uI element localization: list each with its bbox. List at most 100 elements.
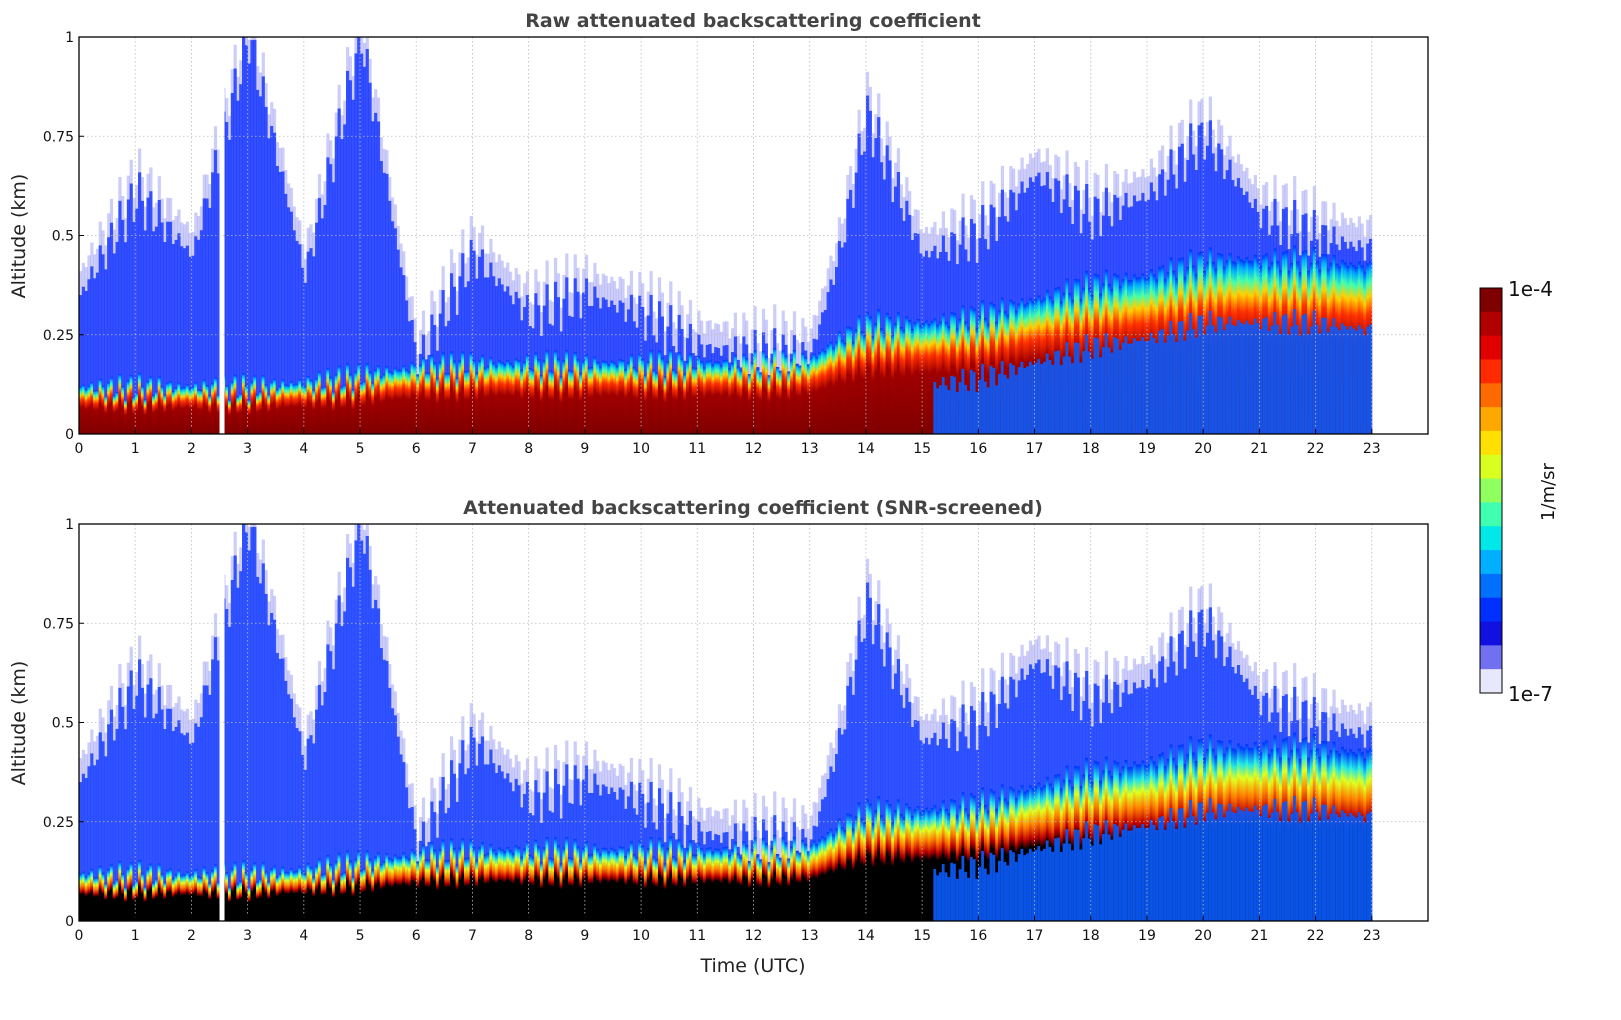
aerosol-column: [1256, 698, 1260, 763]
aerosol-column: [135, 695, 139, 896]
boundary-layer-column: [348, 860, 353, 921]
data-gap: [219, 524, 225, 921]
aerosol-fringe: [438, 289, 442, 314]
aerosol-column: [635, 327, 639, 386]
aerosol-column: [180, 246, 184, 404]
mixed-layer-column: [1363, 335, 1367, 434]
aerosol-column: [1222, 666, 1227, 770]
mixed-layer-column: [1155, 830, 1159, 921]
mixed-layer-column: [998, 860, 1002, 921]
aerosol-column: [1262, 695, 1266, 759]
boundary-layer-column: [910, 816, 915, 921]
aerosol-fringe: [1326, 230, 1331, 255]
aerosol-fringe: [464, 750, 468, 775]
aerosol-fringe: [261, 52, 265, 77]
aerosol-column: [1155, 200, 1159, 296]
aerosol-column: [225, 122, 229, 402]
aerosol-fringe: [1149, 158, 1153, 183]
aerosol-fringe: [1273, 662, 1277, 686]
aerosol-fringe: [489, 238, 493, 263]
aerosol-column: [1332, 713, 1336, 758]
aerosol-fringe: [702, 820, 707, 845]
aerosol-column: [230, 579, 234, 885]
aerosol-column: [975, 749, 979, 832]
boundary-layer-column: [669, 836, 673, 921]
boundary-layer-column: [711, 364, 715, 434]
boundary-layer-column: [244, 385, 249, 434]
aerosol-column: [1101, 215, 1106, 300]
aerosol-column: [913, 233, 917, 339]
aerosol-fringe: [1144, 664, 1148, 689]
aerosol-column: [331, 182, 336, 408]
aerosol-column: [1186, 647, 1190, 770]
aerosol-column: [955, 264, 960, 345]
aerosol-column: [413, 829, 417, 868]
aerosol-column: [194, 236, 198, 399]
aerosol-column: [1290, 234, 1294, 279]
boundary-layer-column: [258, 878, 263, 921]
mixed-layer-column: [1099, 844, 1103, 921]
aerosol-fringe: [1079, 209, 1083, 234]
aerosol-fringe: [382, 148, 386, 173]
aerosol-fringe: [559, 794, 563, 819]
aerosol-column: [627, 309, 631, 379]
aerosol-column: [1321, 224, 1325, 270]
aerosol-column: [118, 200, 122, 390]
aerosol-fringe: [556, 760, 560, 785]
aerosol-column: [390, 708, 395, 876]
aerosol-column: [1082, 213, 1086, 304]
aerosol-fringe: [686, 314, 690, 339]
aerosol-column: [1264, 692, 1269, 757]
aerosol-fringe: [1149, 645, 1153, 670]
aerosol-fringe: [767, 358, 771, 382]
aerosol-fringe: [469, 216, 473, 240]
aerosol-fringe: [225, 98, 229, 123]
mixed-layer-column: [1166, 335, 1170, 434]
boundary-layer-column: [795, 364, 799, 434]
aerosol-column: [601, 297, 605, 377]
aerosol-fringe: [1009, 165, 1013, 190]
mixed-layer-column: [1132, 825, 1137, 921]
aerosol-fringe: [950, 695, 954, 720]
aerosol-fringe: [298, 220, 302, 245]
aerosol-column: [1231, 179, 1235, 278]
aerosol-column: [334, 623, 338, 878]
aerosol-column: [629, 781, 634, 858]
aerosol-fringe: [1301, 190, 1305, 215]
mixed-layer-column: [1158, 330, 1162, 434]
aerosol-column: [478, 256, 482, 377]
aerosol-fringe: [393, 204, 397, 229]
aerosol-column: [1026, 674, 1030, 806]
aerosol-fringe: [1203, 135, 1207, 160]
boundary-layer-column: [233, 861, 237, 921]
aerosol-column: [587, 305, 591, 384]
aerosol-fringe: [725, 321, 729, 346]
boundary-layer-column: [596, 848, 600, 921]
boundary-layer-column: [152, 395, 156, 434]
aerosol-column: [826, 779, 830, 849]
aerosol-column: [992, 207, 996, 321]
aerosol-fringe: [449, 736, 454, 761]
aerosol-column: [1340, 236, 1345, 276]
aerosol-fringe: [1130, 182, 1134, 207]
aerosol-column: [331, 669, 336, 895]
boundary-layer-column: [514, 358, 518, 434]
mixed-layer-column: [975, 391, 979, 434]
aerosol-fringe: [191, 231, 195, 256]
aerosol-fringe: [582, 755, 586, 780]
boundary-layer-column: [433, 849, 437, 921]
mixed-layer-column: [1267, 817, 1272, 921]
boundary-layer-column: [492, 849, 496, 921]
aerosol-column: [135, 208, 139, 409]
aerosol-fringe: [486, 253, 490, 278]
aerosol-fringe: [795, 339, 799, 364]
aerosol-column: [1037, 172, 1041, 312]
aerosol-fringe: [998, 193, 1002, 217]
boundary-layer-column: [930, 807, 934, 921]
mixed-layer-column: [1017, 854, 1021, 921]
boundary-layer-column: [998, 797, 1002, 921]
aerosol-column: [508, 295, 513, 380]
aerosol-fringe: [1248, 178, 1252, 203]
aerosol-fringe: [489, 725, 493, 750]
boundary-layer-column: [731, 362, 735, 434]
